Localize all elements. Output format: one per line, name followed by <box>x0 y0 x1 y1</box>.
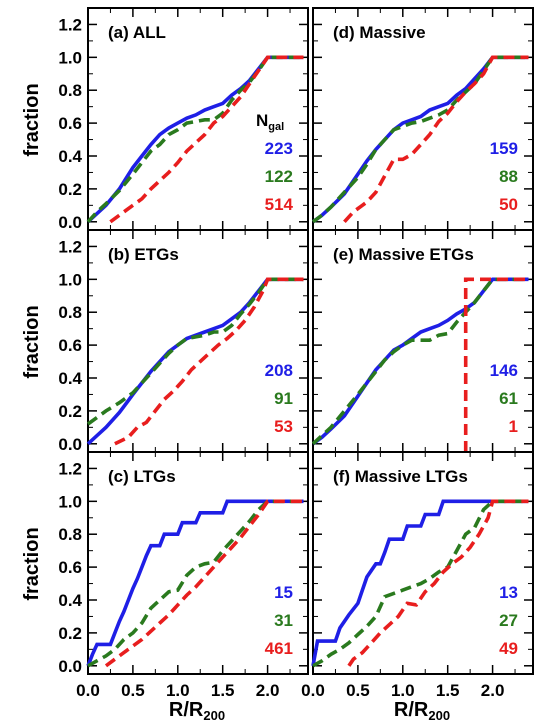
series-line-3 <box>343 55 529 224</box>
y-tick-label: 1.2 <box>58 237 82 256</box>
series-count-3: 53 <box>274 417 293 436</box>
series-count-2: 61 <box>499 389 518 408</box>
series-line-3 <box>347 499 529 667</box>
panel-title: (b) ETGs <box>108 245 179 264</box>
series-count-2: 31 <box>274 611 293 630</box>
y-tick-label: 0.8 <box>58 303 82 322</box>
y-axis-label-middle: fraction <box>21 305 43 378</box>
x-tick-label: 0.0 <box>76 681 100 700</box>
y-tick-label: 0.8 <box>58 81 82 100</box>
series-count-1: 146 <box>490 361 518 380</box>
y-tick-label: 1.2 <box>58 15 82 34</box>
panel-2: (d) Massive 159 88 50 <box>311 7 534 231</box>
y-axis-label-top: fraction <box>21 83 43 156</box>
series-count-1: 223 <box>265 139 293 158</box>
axis-frame <box>312 451 534 675</box>
y-tick-label: 1.0 <box>58 48 82 67</box>
series-line-2 <box>87 499 304 668</box>
y-tick-label: 0.6 <box>58 558 82 577</box>
y-tick-label: 0.0 <box>58 657 82 676</box>
series-line-3 <box>114 277 304 446</box>
x-tick-label: 2.0 <box>256 681 280 700</box>
axis-frame <box>87 451 309 675</box>
y-tick-label: 1.2 <box>58 459 82 478</box>
y-tick-label: 0.2 <box>58 402 82 421</box>
y-axis-label-bottom: fraction <box>21 527 43 600</box>
panel-4: (e) Massive ETGs 146 61 1 <box>311 229 534 453</box>
x-axis-label-right: R/R200 <box>394 699 450 723</box>
series-line-3 <box>463 277 529 452</box>
panel-title: (f) Massive LTGs <box>333 467 468 486</box>
y-tick-label: 0.4 <box>58 591 82 610</box>
y-tick-label: 0.6 <box>58 336 82 355</box>
x-axis-label-main: R/R <box>394 699 429 721</box>
series-line-1 <box>86 55 304 224</box>
panel-title: (e) Massive ETGs <box>333 245 474 264</box>
y-tick-label: 0.6 <box>58 114 82 133</box>
panel-title: (c) LTGs <box>108 467 176 486</box>
series-count-3: 50 <box>499 195 518 214</box>
series-line-2 <box>86 55 304 224</box>
x-axis-label-main: R/R <box>169 699 204 721</box>
series-line-1 <box>311 55 529 224</box>
y-tick-label: 0.2 <box>58 180 82 199</box>
panel-title: (d) Massive <box>333 23 426 42</box>
y-tick-label: 1.0 <box>58 492 82 511</box>
panel-1: 0.0 0.2 0.4 0.6 0.8 1.0 1.2 (a) ALL 223 122 514 <box>58 7 309 232</box>
y-tick-label: 0.0 <box>58 435 82 454</box>
x-tick-label: 0.5 <box>121 681 145 700</box>
series-count-3: 514 <box>265 195 294 214</box>
series-count-2: 91 <box>274 389 293 408</box>
x-tick-label: 2.0 <box>481 681 505 700</box>
series-count-2: 88 <box>499 167 518 186</box>
x-tick-label: 1.5 <box>211 681 235 700</box>
series-count-1: 13 <box>499 583 518 602</box>
x-tick-label: 0.0 <box>301 681 325 700</box>
series-line-3 <box>104 499 304 668</box>
y-tick-label: 0.4 <box>58 147 82 166</box>
series-count-1: 208 <box>265 361 293 380</box>
x-tick-label: 1.5 <box>436 681 460 700</box>
ngal-legend-label: Ngal <box>256 111 284 133</box>
series-count-2: 122 <box>265 167 293 186</box>
series-line-1 <box>86 499 304 667</box>
series-count-2: 27 <box>499 611 518 630</box>
series-line-2 <box>312 499 529 668</box>
series-line-1 <box>311 499 529 667</box>
series-count-3: 1 <box>509 417 518 436</box>
series-line-2 <box>311 277 529 446</box>
series-count-1: 15 <box>274 583 293 602</box>
ngal-main: N <box>256 111 268 130</box>
x-axis-label-left: R/R200 <box>169 699 225 723</box>
series-line-2 <box>86 277 304 426</box>
y-tick-label: 1.0 <box>58 270 82 289</box>
y-tick-label: 0.8 <box>58 525 82 544</box>
panel-title: (a) ALL <box>108 23 166 42</box>
series-count-3: 461 <box>265 639 293 658</box>
x-tick-label: 1.0 <box>391 681 415 700</box>
y-tick-label: 0.0 <box>58 213 82 232</box>
panel-3: 0.0 0.2 0.4 0.6 0.8 1.0 1.2 (b) ETGs 208 91 53 <box>58 229 309 454</box>
series-count-1: 159 <box>490 139 518 158</box>
panel-6: 0.0 0.5 1.0 1.5 2.0 (f) Massive LTGs 13 27 49 <box>301 451 534 700</box>
x-tick-label: 0.5 <box>346 681 370 700</box>
ngal-subscript: gal <box>268 121 284 133</box>
y-tick-label: 0.4 <box>58 369 82 388</box>
series-line-3 <box>109 55 304 224</box>
y-tick-label: 0.2 <box>58 624 82 643</box>
x-axis-label-subscript: 200 <box>203 708 225 723</box>
x-axis-label-subscript: 200 <box>428 708 450 723</box>
panel-5: 0.0 0.2 0.4 0.6 0.8 1.0 1.2 0.0 0.5 1.0 1.5 2.0 (c) … <box>58 451 309 700</box>
series-count-3: 49 <box>499 639 518 658</box>
x-tick-label: 1.0 <box>166 681 190 700</box>
